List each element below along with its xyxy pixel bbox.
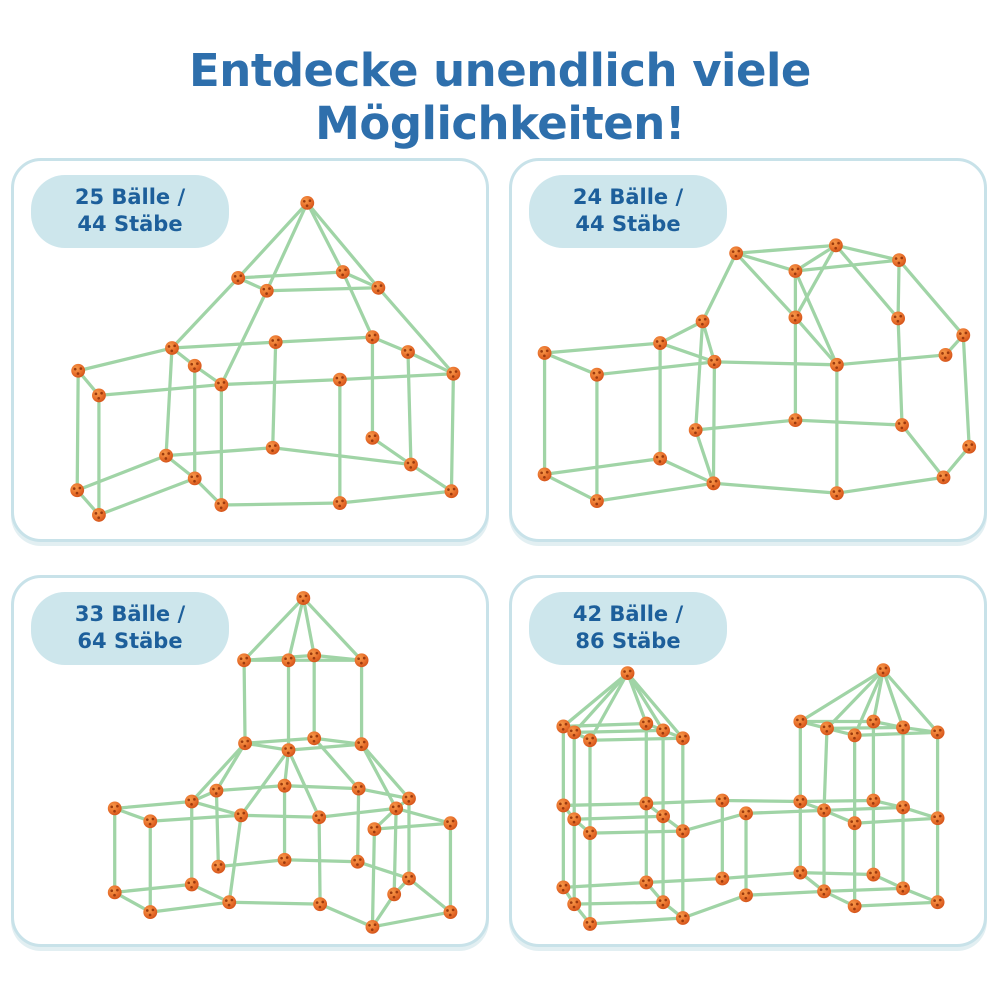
panel-castle-fort: 42 Bälle / 86 Stäbe — [509, 575, 987, 947]
badge-balls-count: 25 Bälle / — [74, 185, 186, 209]
badge-tower-fort: 33 Bälle / 64 Stäbe — [31, 592, 229, 665]
page-title-line-1: Entdecke unendlich viele — [189, 44, 811, 98]
badge-sticks-count: 44 Stäbe — [77, 212, 183, 237]
panel-tower-fort: 33 Bälle / 64 Stäbe — [11, 575, 489, 947]
structure-svg-2 — [537, 238, 977, 508]
page-title: Entdecke unendlich viele Möglichkeiten! — [0, 44, 1000, 150]
badge-balls-count: 33 Bälle / — [74, 602, 186, 626]
badge-balls-count: 42 Bälle / — [572, 602, 684, 626]
structure-svg-3 — [107, 591, 458, 934]
structure-svg-4 — [556, 663, 945, 931]
badge-house-fort: 25 Bälle / 44 Stäbe — [31, 175, 229, 248]
badge-sticks-count: 44 Stäbe — [575, 212, 681, 237]
badge-castle-fort: 42 Bälle / 86 Stäbe — [529, 592, 727, 665]
structure-svg-1 — [70, 195, 461, 522]
page-title-line-2: Möglichkeiten! — [315, 97, 685, 151]
panel-house-fort: 25 Bälle / 44 Stäbe — [11, 158, 489, 542]
badge-balls-count: 24 Bälle / — [572, 185, 684, 209]
badge-sticks-count: 86 Stäbe — [575, 629, 681, 654]
badge-sticks-count: 64 Stäbe — [77, 629, 183, 654]
badge-dome-fort: 24 Bälle / 44 Stäbe — [529, 175, 727, 248]
panel-dome-fort: 24 Bälle / 44 Stäbe — [509, 158, 987, 542]
